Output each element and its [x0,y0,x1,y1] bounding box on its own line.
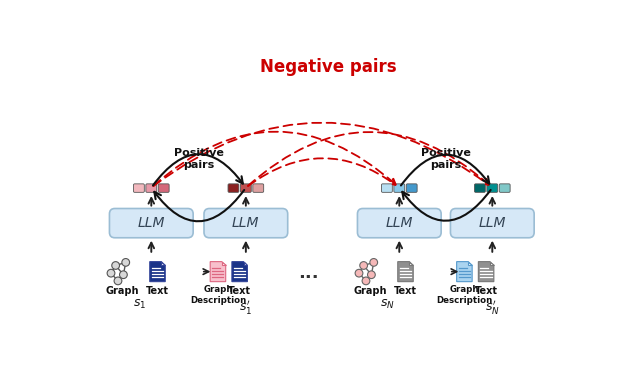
FancyBboxPatch shape [241,184,252,192]
FancyBboxPatch shape [487,184,498,192]
FancyBboxPatch shape [109,209,193,238]
Text: $s_1$: $s_1$ [133,298,147,311]
Text: $s_N'$: $s_N'$ [485,298,500,316]
Polygon shape [468,262,472,266]
FancyBboxPatch shape [253,184,264,192]
Text: Text: Text [146,285,169,296]
Text: Text: Text [475,285,498,296]
FancyBboxPatch shape [381,184,392,192]
Text: Positive
pairs: Positive pairs [173,149,223,170]
Text: Text: Text [228,285,251,296]
FancyBboxPatch shape [474,184,485,192]
Polygon shape [150,262,165,282]
Polygon shape [244,262,248,266]
Circle shape [360,262,367,269]
FancyBboxPatch shape [134,184,145,192]
Text: Graph: Graph [105,285,139,296]
Circle shape [355,269,363,277]
Text: Positive
pairs: Positive pairs [421,149,471,170]
Polygon shape [232,262,248,282]
Text: $s_N$: $s_N$ [380,298,395,311]
FancyBboxPatch shape [406,184,417,192]
FancyBboxPatch shape [358,209,441,238]
Polygon shape [161,262,165,266]
FancyBboxPatch shape [204,209,288,238]
Circle shape [107,269,115,277]
Polygon shape [210,262,226,282]
Circle shape [114,277,122,285]
Circle shape [367,271,375,278]
Circle shape [370,259,378,266]
Polygon shape [457,262,472,282]
Circle shape [362,277,370,285]
Circle shape [122,259,130,266]
Polygon shape [222,262,226,266]
Text: Graph: Graph [353,285,387,296]
Text: LLM: LLM [138,216,165,230]
Circle shape [120,271,127,278]
Text: Text: Text [394,285,417,296]
Polygon shape [397,262,413,282]
Text: Negative pairs: Negative pairs [260,58,396,76]
Text: LLM: LLM [232,216,260,230]
FancyBboxPatch shape [499,184,510,192]
Text: LLM: LLM [385,216,413,230]
Text: LLM: LLM [479,216,506,230]
Text: Graph
Description: Graph Description [190,285,246,305]
Circle shape [112,262,120,269]
Polygon shape [490,262,494,266]
FancyBboxPatch shape [451,209,534,238]
FancyBboxPatch shape [158,184,169,192]
FancyBboxPatch shape [228,184,239,192]
FancyBboxPatch shape [394,184,404,192]
FancyBboxPatch shape [146,184,157,192]
Text: Graph
Description: Graph Description [436,285,493,305]
Text: $s_1'$: $s_1'$ [239,298,252,316]
Text: ...: ... [298,264,319,282]
Polygon shape [478,262,494,282]
Polygon shape [410,262,413,266]
